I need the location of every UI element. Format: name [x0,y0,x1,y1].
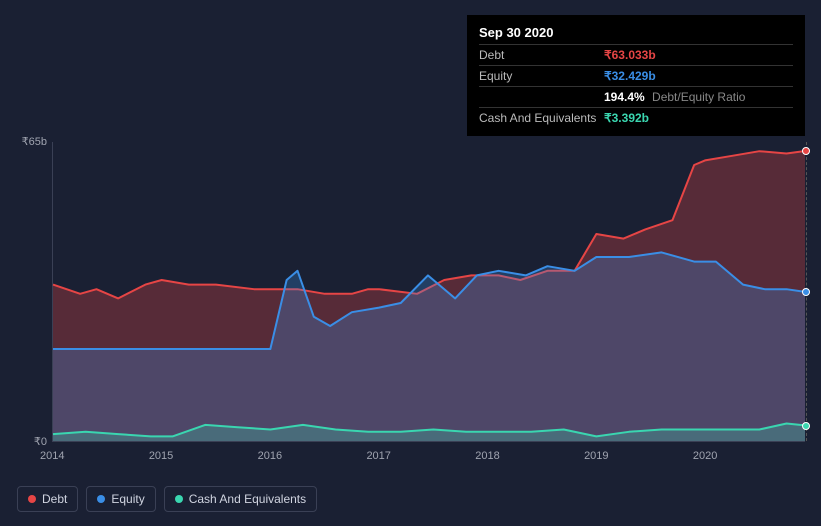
tooltip-value: 194.4% Debt/Equity Ratio [604,90,745,104]
x-axis-label: 2016 [258,450,282,462]
series-end-marker [802,422,810,430]
legend-swatch [175,495,183,503]
x-axis-label: 2014 [40,450,64,462]
chart-tooltip: Sep 30 2020 Debt₹63.033bEquity₹32.429b19… [467,15,805,136]
series-end-marker [802,147,810,155]
chart-svg [53,142,805,441]
chart-legend: Debt Equity Cash And Equivalents [17,486,317,512]
tooltip-label [479,90,604,104]
debt-equity-chart: ₹65b ₹0 2014 2015 2016 2017 2018 2019 2020 [17,120,805,470]
legend-swatch [28,495,36,503]
plot-area [52,142,805,442]
legend-label: Cash And Equivalents [189,492,306,506]
y-axis-label: ₹0 [17,435,47,448]
x-axis-label: 2017 [366,450,390,462]
x-axis-label: 2019 [584,450,608,462]
legend-item[interactable]: Equity [86,486,155,512]
tooltip-row: 194.4% Debt/Equity Ratio [479,86,793,107]
tooltip-value: ₹63.033b [604,48,656,62]
tooltip-label: Debt [479,48,604,62]
legend-label: Equity [111,492,144,506]
legend-item[interactable]: Cash And Equivalents [164,486,317,512]
legend-swatch [97,495,105,503]
tooltip-row: Equity₹32.429b [479,65,793,86]
tooltip-subtext: Debt/Equity Ratio [649,90,746,104]
series-end-marker [802,288,810,296]
x-axis-label: 2020 [693,450,717,462]
tooltip-value: ₹32.429b [604,69,656,83]
tooltip-label: Equity [479,69,604,83]
tooltip-row: Debt₹63.033b [479,44,793,65]
x-axis-label: 2015 [149,450,173,462]
x-axis-label: 2018 [475,450,499,462]
y-axis-label: ₹65b [17,135,47,148]
legend-label: Debt [42,492,67,506]
legend-item[interactable]: Debt [17,486,78,512]
tooltip-date: Sep 30 2020 [479,23,793,44]
